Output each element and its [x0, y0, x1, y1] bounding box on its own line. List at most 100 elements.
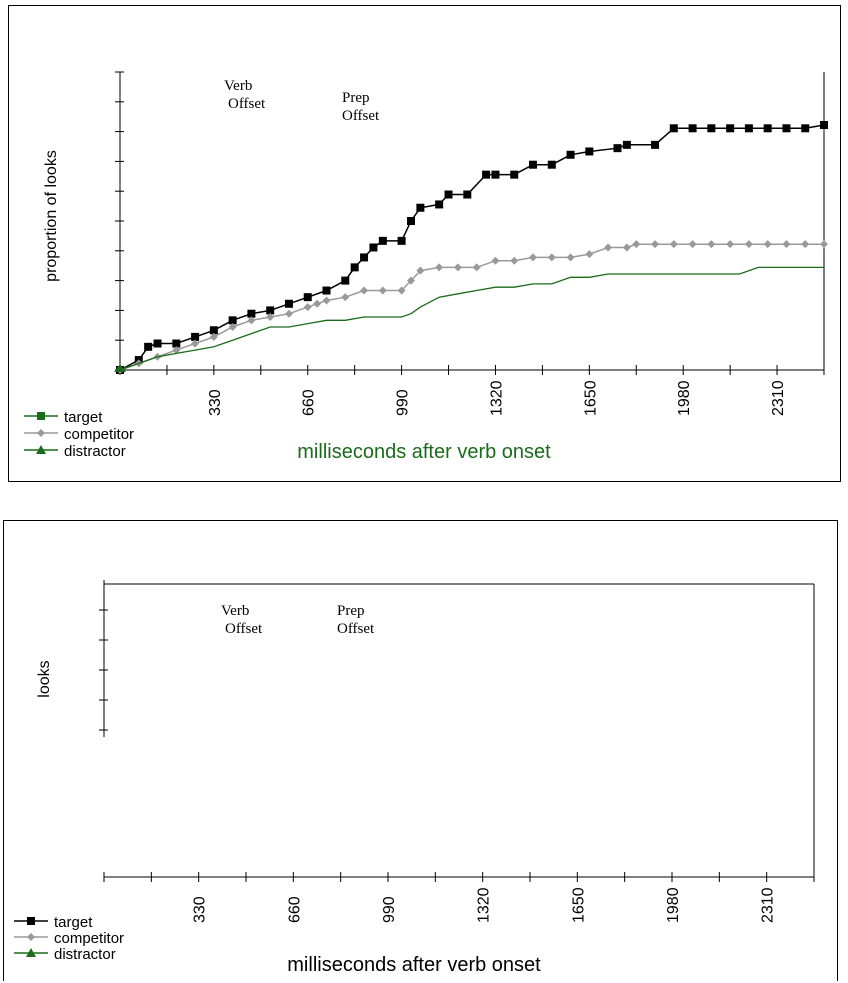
- data-point-target: [378, 236, 387, 245]
- annotation-text: Prep: [337, 603, 365, 619]
- data-point-competitor: [726, 240, 735, 249]
- data-point-competitor: [406, 276, 415, 285]
- data-point-target: [416, 203, 425, 212]
- data-point-target: [510, 170, 519, 179]
- data-point-target: [820, 120, 828, 129]
- data-point-distractor: [114, 364, 126, 372]
- annotation-text: Verb: [221, 603, 249, 619]
- x-tick-label: 330: [192, 896, 209, 923]
- x-tick-label: 2310: [770, 380, 787, 416]
- data-point-target: [228, 316, 237, 325]
- x-axis-label: milliseconds after verb onset: [297, 441, 551, 463]
- data-point-competitor: [435, 263, 444, 272]
- data-point-target: [782, 124, 791, 133]
- legend-marker-target: [27, 917, 35, 925]
- data-point-target: [191, 332, 200, 341]
- x-tick-label: 660: [301, 389, 318, 416]
- x-tick-label: 1980: [676, 380, 693, 416]
- data-point-competitor: [585, 250, 594, 259]
- data-point-target: [726, 124, 735, 133]
- legend-marker-distractor: [36, 445, 46, 454]
- chart-1-svg: 330 660 990 1320 1650 1980 2310 Verb Offset Prep O…: [24, 71, 828, 463]
- chart-2-svg: 330 660 990 1320 1650 1980 2310 Verb Offset Prep O…: [14, 580, 815, 976]
- data-point-competitor: [566, 253, 575, 262]
- data-point-target: [801, 124, 810, 133]
- data-point-target: [397, 236, 406, 245]
- data-point-target: [547, 160, 556, 169]
- x-tick-label: 1320: [476, 887, 493, 923]
- data-point-competitor: [688, 240, 697, 249]
- data-point-competitor: [360, 286, 369, 295]
- data-point-target: [266, 306, 275, 315]
- chart-2-axes: 330 660 990 1320 1650 1980 2310 Verb Offset Prep O…: [36, 580, 815, 976]
- data-point-target: [303, 293, 312, 302]
- x-axis-label: milliseconds after verb onset: [287, 954, 541, 976]
- data-point-competitor: [172, 346, 181, 355]
- data-point-target: [406, 217, 415, 225]
- data-point-target: [707, 124, 716, 133]
- legend-label-distractor: distractor: [64, 443, 126, 460]
- data-point-competitor: [378, 286, 387, 295]
- y-axis-label: looks: [36, 660, 53, 697]
- data-point-competitor: [744, 240, 753, 249]
- data-point-target: [763, 124, 772, 133]
- data-point-competitor: [632, 240, 641, 249]
- x-tick-label: 990: [395, 389, 412, 416]
- data-point-target: [435, 200, 444, 209]
- chart-1-series: [114, 120, 828, 374]
- chart-panel-1: 330 660 990 1320 1650 1980 2310 Verb Offset Prep O…: [8, 5, 841, 482]
- data-point-competitor: [313, 299, 322, 308]
- data-point-target: [651, 140, 660, 149]
- data-point-target: [444, 190, 453, 199]
- data-point-competitor: [284, 309, 293, 318]
- data-point-target: [209, 326, 218, 335]
- data-point-target: [463, 190, 472, 199]
- data-point-competitor: [397, 286, 406, 295]
- legend-label-competitor: competitor: [64, 426, 134, 443]
- series-line-competitor: [119, 243, 824, 371]
- data-point-target: [341, 276, 350, 285]
- data-point-competitor: [547, 253, 556, 262]
- x-tick-label: 2310: [760, 887, 777, 923]
- y-axis-label: proportion of looks: [43, 150, 60, 282]
- data-point-target: [613, 144, 622, 153]
- legend-label-distractor: distractor: [54, 946, 116, 963]
- x-tick-label: 1320: [488, 380, 505, 416]
- data-point-competitor: [303, 303, 312, 312]
- data-point-competitor: [529, 253, 538, 262]
- data-point-competitor: [622, 243, 631, 252]
- chart-1-axes: 330 660 990 1320 1650 1980 2310 Verb Offset Prep O…: [43, 71, 825, 463]
- data-point-competitor: [209, 332, 218, 341]
- data-point-competitor: [247, 316, 256, 325]
- data-point-target: [369, 243, 378, 252]
- data-point-target: [622, 140, 631, 149]
- data-point-competitor: [604, 243, 613, 252]
- annotation-text: Offset: [342, 108, 380, 124]
- data-point-competitor: [651, 240, 660, 249]
- data-point-competitor: [191, 339, 200, 348]
- data-point-competitor: [707, 240, 716, 249]
- legend-marker-distractor: [26, 948, 36, 957]
- annotation-text: Prep: [342, 90, 370, 106]
- series-line-target: [119, 124, 825, 371]
- x-tick-label: 330: [207, 389, 224, 416]
- legend-label-target: target: [64, 409, 103, 426]
- data-point-competitor: [322, 296, 331, 305]
- data-point-target: [566, 150, 575, 159]
- data-point-competitor: [491, 256, 500, 265]
- data-point-competitor: [472, 263, 481, 272]
- data-point-target: [482, 170, 491, 179]
- x-tick-label: 1650: [582, 380, 599, 416]
- data-point-competitor: [453, 263, 462, 272]
- data-point-competitor: [266, 313, 275, 322]
- legend-label-competitor: competitor: [54, 930, 124, 947]
- data-point-target: [172, 339, 181, 348]
- data-point-target: [360, 253, 369, 262]
- legend-marker-target: [37, 412, 45, 420]
- data-point-target: [350, 263, 359, 272]
- annotation-text: Offset: [225, 621, 263, 637]
- data-point-target: [529, 160, 538, 169]
- data-point-competitor: [341, 293, 350, 302]
